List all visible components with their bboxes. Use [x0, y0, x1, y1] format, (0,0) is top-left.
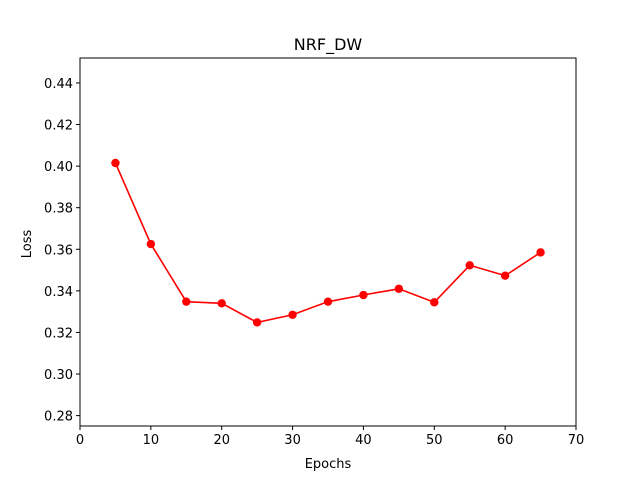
- y-tick-label: 0.30: [44, 368, 73, 383]
- x-tick-label: 40: [355, 433, 372, 448]
- data-point: [146, 239, 156, 249]
- data-point: [536, 248, 545, 257]
- y-axis-ticks: 0.28 0.30 0.32 0.34 0.36 0.38 0.40 0.42 0.44: [44, 77, 80, 425]
- x-tick-label: 50: [426, 433, 443, 448]
- y-tick-label: 0.28: [44, 410, 73, 425]
- y-axis-label: Loss: [20, 230, 35, 259]
- x-tick-label: 20: [213, 433, 230, 448]
- data-point: [323, 297, 333, 306]
- data-point: [430, 298, 439, 307]
- data-point: [394, 284, 404, 293]
- x-tick-label: 0: [76, 433, 84, 448]
- data-point: [252, 318, 262, 327]
- axes-frame: [79, 57, 577, 427]
- x-axis-label: Epochs: [305, 457, 352, 472]
- data-point: [465, 261, 474, 270]
- data-point: [217, 299, 226, 308]
- y-tick-label: 0.36: [44, 243, 73, 258]
- x-tick-label: 30: [284, 433, 301, 448]
- y-tick-label: 0.38: [44, 202, 73, 217]
- y-tick-label: 0.32: [44, 326, 73, 341]
- data-point: [182, 297, 191, 306]
- x-tick-label: 10: [143, 433, 160, 448]
- x-tick-label: 60: [497, 433, 514, 448]
- y-tick-label: 0.34: [44, 285, 73, 300]
- x-tick-label: 70: [568, 433, 585, 448]
- y-tick-label: 0.44: [44, 77, 73, 92]
- data-point: [288, 310, 297, 319]
- data-point: [359, 290, 368, 300]
- chart-title: NRF_DW: [294, 35, 363, 55]
- series-layer: [111, 158, 545, 327]
- x-axis-ticks: 0 10 20 30 40 50 60 70: [76, 426, 584, 448]
- plot-area: [79, 57, 577, 427]
- y-tick-label: 0.40: [44, 160, 73, 175]
- data-point: [500, 271, 510, 280]
- data-point: [111, 158, 120, 168]
- y-tick-label: 0.42: [44, 119, 73, 134]
